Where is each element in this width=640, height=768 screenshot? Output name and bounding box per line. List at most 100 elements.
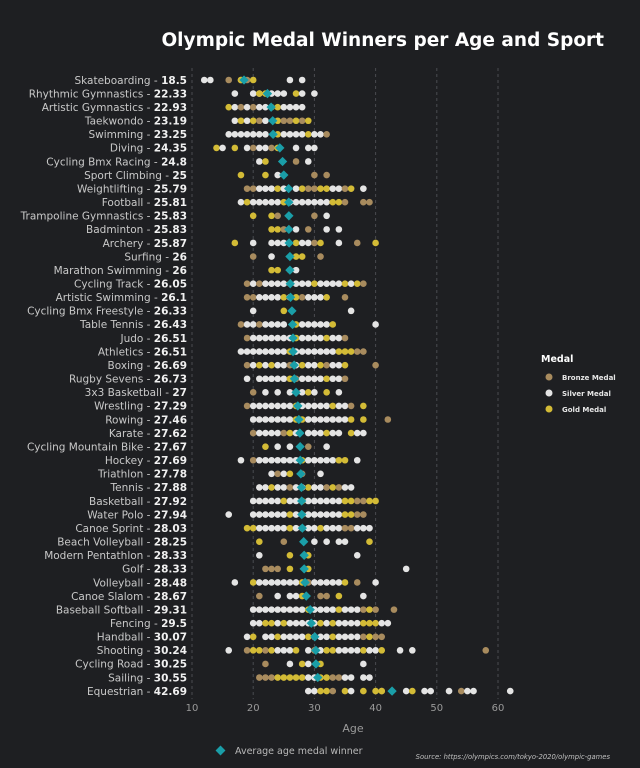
medal-dot-s [262,633,269,641]
medal-dot-g [213,144,220,152]
medal-dot-s [280,90,288,97]
medal-dot-s [384,619,392,627]
medal-dot-s [372,321,379,328]
medal-dot-b [360,511,367,518]
medal-dot-s [341,402,349,410]
medal-dot-s [256,484,263,491]
average-marker [305,604,315,615]
medal-dot-b [323,171,330,179]
medal-dot-s [329,334,337,342]
medal-dot-b [249,389,257,396]
medal-dot-b [390,606,398,613]
medal-dot-s [280,402,288,410]
medal-dot-g [237,171,245,179]
sport-label: Judo - 26.51 [119,333,187,345]
source-note: Source: https://olympics.com/tokyo-2020/… [416,753,611,761]
medal-dot-g [341,280,349,288]
medal-dot-s [249,307,257,315]
medal-dot-g [335,456,343,464]
medal-dot-s [256,402,263,410]
medal-dot-b [249,253,257,260]
medal-dot-s [323,416,330,423]
medal-dot-s [274,280,281,288]
medal-dot-g [341,497,349,505]
medal-dot-s [311,538,318,546]
sport-label: Surfing - 26 [124,251,187,263]
medal-dot-s [256,293,263,301]
medal-dot-b [256,321,263,328]
medal-dot-s [329,524,337,532]
medal-dot-g [360,687,367,695]
sport-average: 27.46 [154,414,187,426]
average-marker [313,672,323,683]
medal-dot-s [286,592,294,600]
medal-dot-s [341,606,349,613]
medal-dot-s [298,103,306,111]
medal-dot-s [402,687,410,695]
medal-dot-b [243,361,251,369]
medal-dot-s [304,321,312,328]
sport-average: 26.51 [154,346,187,358]
sport-average: 27.67 [154,441,187,453]
medal-dot-b [268,565,275,573]
sport-label: Trampoline Gymnastics - 25.83 [20,211,187,223]
sport-average: 25.81 [154,197,187,209]
medal-dot-s [298,389,306,396]
sport-average: 22.33 [154,88,187,100]
medal-dot-s [323,226,330,233]
medal-dot-g [347,497,355,505]
medal-dot-s [262,198,269,206]
medal-dot-g [292,90,300,97]
medal-dot-s [335,511,343,518]
medal-dot-s [262,321,269,328]
medal-dot-s [262,497,269,505]
medal-dot-s [323,348,330,355]
medal-dot-g [243,524,251,532]
medal-dot-b [353,511,361,518]
sport-average: 26.73 [154,374,187,386]
medal-dot-s [317,334,324,342]
medal-dot-g [286,565,294,573]
medal-dot-s [317,633,324,641]
medal-dot-b [329,674,337,681]
medal-dot-b [286,484,294,491]
sport-name: Taekwondo - [84,116,154,128]
medal-dot-b [304,226,312,233]
medal-dot-s [256,606,263,613]
medal-dot-g [341,687,349,695]
sport-average: 26.05 [154,279,187,291]
medal-dot-s [237,456,245,464]
sport-average: 30.55 [154,672,187,684]
medal-dot-s [311,687,318,695]
medal-dot-s [274,592,281,600]
medal-dot-g [329,619,337,627]
medal-dot-s [231,90,239,97]
medal-dot-g [366,497,373,505]
medal-dot-s [311,361,318,369]
medal-dot-s [249,321,257,328]
medal-dot-s [274,524,281,532]
sport-name: Baseball Softball - [56,604,154,616]
medal-dot-s [231,117,239,125]
medal-dot-b [256,117,263,125]
sport-name: Handball - [97,632,154,644]
medal-dot-s [262,429,269,437]
average-marker [285,265,295,275]
medal-dot-s [268,497,275,505]
medal-dot-s [274,497,281,505]
medal-dot-s [421,687,428,695]
medal-dot-b [243,647,251,654]
medal-dot-s [323,321,330,328]
sport-label: Athletics - 26.51 [98,346,187,358]
medal-dot-g [366,538,373,546]
medal-dot-g [329,198,337,206]
sport-name: Beach Volleyball - [57,537,154,549]
sport-average: 23.19 [154,116,187,128]
medal-dot-s [268,579,275,586]
medal-dot-s [304,687,312,695]
sport-name: Canoe Sprint - [75,523,153,535]
sport-name: Basketball - [89,496,154,508]
medal-dot-g [304,117,312,125]
medal-dots [200,76,514,695]
medal-dot-b [249,429,257,437]
